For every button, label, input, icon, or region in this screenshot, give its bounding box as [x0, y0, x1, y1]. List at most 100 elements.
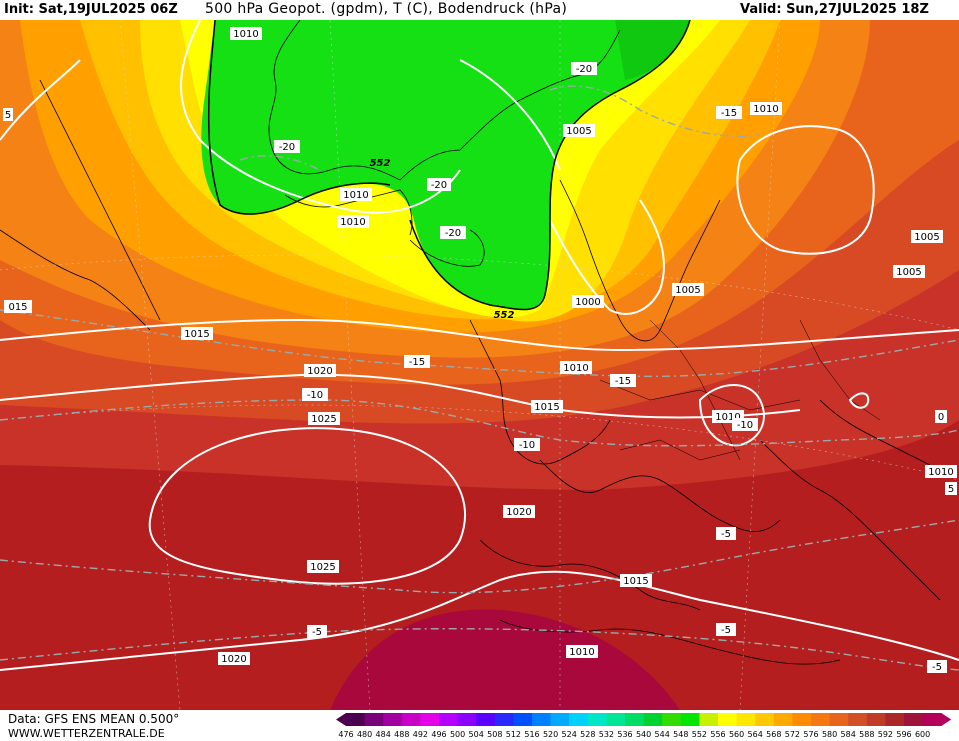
legend-swatch [606, 713, 626, 726]
svg-text:0: 0 [938, 412, 944, 423]
legend-swatch [773, 713, 793, 726]
isobar-label: 1020 [503, 505, 535, 518]
isobar-label: 015 [4, 300, 32, 313]
isobar-label: 1015 [181, 327, 213, 340]
legend-swatch [550, 713, 570, 726]
legend-swatch [587, 713, 607, 726]
svg-text:1020: 1020 [307, 366, 332, 377]
legend-swatch [718, 713, 738, 726]
legend-tick-label: 600 [915, 730, 930, 739]
edge-label: 0 [935, 410, 947, 423]
temp-label: -5 [927, 660, 947, 673]
svg-text:-15: -15 [409, 357, 425, 368]
svg-text:1005: 1005 [566, 126, 591, 137]
edge-label: 5 [3, 108, 13, 121]
legend-tick-label: 532 [599, 730, 614, 739]
legend-swatch [346, 713, 366, 726]
legend-tick-label: 488 [394, 730, 409, 739]
legend-tick-label: 592 [878, 730, 893, 739]
color-legend: 476 480 484 488 492 496 500 504 508 512 516 520 524 5… [336, 713, 952, 739]
temp-label: -10 [514, 438, 540, 451]
legend-tick-label: 516 [524, 730, 539, 739]
legend-tick-label: 584 [841, 730, 856, 739]
legend-tick-label: 552 [692, 730, 707, 739]
legend-tick-label: 540 [636, 730, 651, 739]
legend-arrow-left [336, 713, 346, 726]
legend-tick-label: 508 [487, 730, 502, 739]
isobar-label: 1005 [911, 230, 943, 243]
svg-text:-5: -5 [312, 627, 322, 638]
isobar-label: 1010 [925, 465, 957, 478]
legend-swatch [792, 713, 812, 726]
isobar-label: 1005 [893, 265, 925, 278]
legend-tick-label: 476 [338, 730, 353, 739]
legend-tick-label: 568 [766, 730, 781, 739]
geopot-552-contour [207, 20, 691, 311]
svg-text:-15: -15 [615, 376, 631, 387]
temp-label: -10 [302, 388, 328, 401]
svg-text:1005: 1005 [675, 285, 700, 296]
legend-swatch [736, 713, 756, 726]
svg-text:1010: 1010 [928, 467, 953, 478]
site-url: WWW.WETTERZENTRALE.DE [8, 727, 165, 740]
svg-text:1010: 1010 [753, 104, 778, 115]
legend-tick-label: 500 [450, 730, 465, 739]
isobars [0, 20, 959, 671]
legend-swatch [866, 713, 886, 726]
legend-swatch [513, 713, 533, 726]
legend-swatch [829, 713, 849, 726]
legend-swatch [699, 713, 719, 726]
svg-text:-10: -10 [307, 390, 323, 401]
legend-swatch [439, 713, 459, 726]
temp-label: -20 [427, 178, 451, 191]
temp-label: -20 [274, 140, 300, 153]
legend-swatch [532, 713, 552, 726]
geopot-band-596 [330, 609, 680, 710]
svg-text:5: 5 [5, 110, 11, 121]
svg-text:1000: 1000 [575, 297, 600, 308]
isobar-label: 1000 [572, 295, 604, 308]
legend-tick-label: 580 [822, 730, 837, 739]
isobar-label: 1010 [750, 102, 782, 115]
legend-swatch [457, 713, 477, 726]
geopot-band-548 [615, 20, 690, 80]
svg-text:1010: 1010 [563, 363, 588, 374]
svg-text:-20: -20 [279, 142, 295, 153]
legend-tick-label: 556 [710, 730, 725, 739]
svg-text:1015: 1015 [623, 576, 648, 587]
svg-text:-5: -5 [721, 529, 731, 540]
temp-label: -20 [571, 62, 597, 75]
isobar-label: 1010 [560, 361, 592, 374]
legend-swatch [383, 713, 403, 726]
svg-text:1010: 1010 [715, 412, 740, 423]
svg-text:5: 5 [948, 484, 954, 495]
isobar-label: 1010 [340, 188, 372, 201]
legend-tick-label: 520 [543, 730, 558, 739]
svg-text:1020: 1020 [506, 507, 531, 518]
weather-map: 1010 1010 1010 1005 1000 1005 1010 1010 … [0, 20, 959, 710]
temp-label: -5 [307, 625, 327, 638]
svg-text:-5: -5 [721, 625, 731, 636]
country-borders [599, 319, 881, 461]
legend-tick-label: 504 [469, 730, 484, 739]
legend-tick-label: 564 [748, 730, 763, 739]
svg-text:1010: 1010 [233, 29, 258, 40]
map-footer: Data: GFS ENS MEAN 0.500° WWW.WETTERZENT… [0, 710, 959, 741]
legend-swatch [420, 713, 440, 726]
legend-tick-label: 544 [655, 730, 670, 739]
legend-tick-label: 524 [562, 730, 577, 739]
legend-swatch [625, 713, 645, 726]
init-time: Init: Sat,19JUL2025 06Z [4, 2, 178, 17]
svg-text:1010: 1010 [340, 217, 365, 228]
legend-swatch [848, 713, 868, 726]
temp-label: -15 [610, 374, 636, 387]
legend-tick-label: 548 [673, 730, 688, 739]
svg-text:1005: 1005 [896, 267, 921, 278]
svg-text:-5: -5 [932, 662, 942, 673]
temp-label: -15 [404, 355, 430, 368]
geopot-band-552 [201, 20, 691, 310]
isobar-label: 1025 [307, 560, 339, 573]
legend-swatch [662, 713, 682, 726]
legend-swatch [494, 713, 514, 726]
map-header: Init: Sat,19JUL2025 06Z 500 hPa Geopot. … [0, 0, 959, 20]
